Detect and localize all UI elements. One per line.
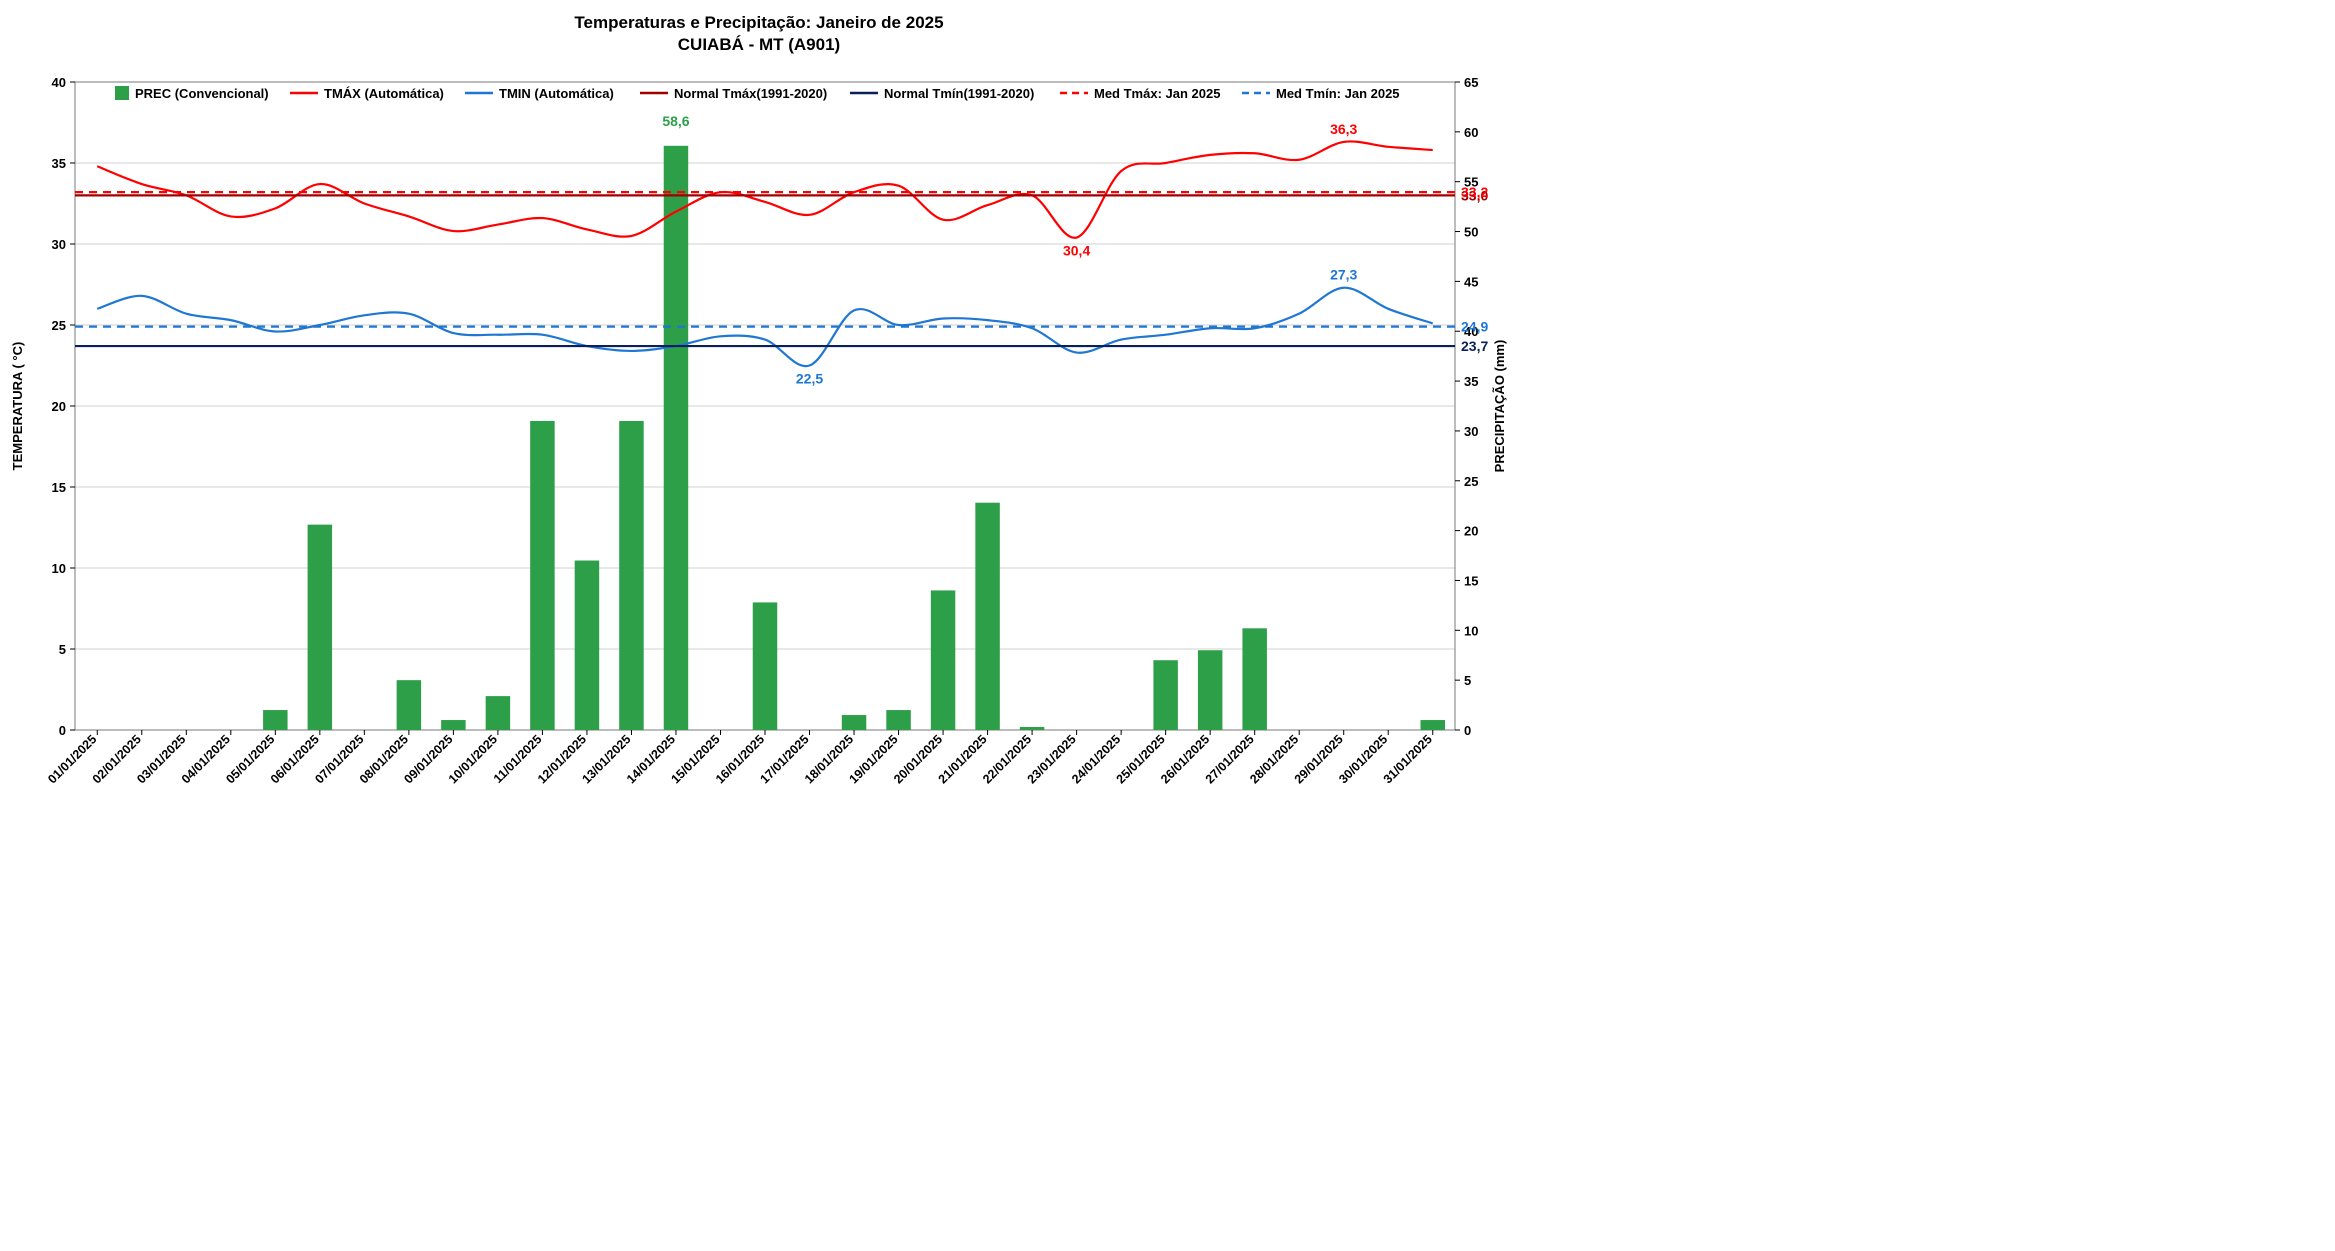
svg-text:Normal Tmáx(1991-2020): Normal Tmáx(1991-2020) bbox=[674, 86, 827, 101]
svg-text:65: 65 bbox=[1464, 75, 1478, 90]
svg-text:25: 25 bbox=[52, 318, 66, 333]
chart-svg: Temperaturas e Precipitação: Janeiro de … bbox=[0, 0, 1518, 795]
svg-text:10: 10 bbox=[52, 561, 66, 576]
chart-title-1: Temperaturas e Precipitação: Janeiro de … bbox=[574, 13, 943, 32]
svg-text:30: 30 bbox=[52, 237, 66, 252]
y-right-label: PRECIPITAÇÃO (mm) bbox=[1492, 340, 1507, 473]
x-ticks: 01/01/202502/01/202503/01/202504/01/2025… bbox=[45, 730, 1435, 786]
svg-text:Normal Tmín(1991-2020): Normal Tmín(1991-2020) bbox=[884, 86, 1034, 101]
svg-text:30: 30 bbox=[1464, 424, 1478, 439]
svg-text:Med Tmín: Jan 2025: Med Tmín: Jan 2025 bbox=[1276, 86, 1400, 101]
svg-text:50: 50 bbox=[1464, 225, 1478, 240]
legend: PREC (Convencional) TMÁX (Automática) TMIN… bbox=[115, 86, 1400, 101]
annotation-3: 22,5 bbox=[796, 371, 823, 387]
svg-text:15: 15 bbox=[52, 480, 66, 495]
bars-prec bbox=[263, 146, 1445, 730]
svg-text:0: 0 bbox=[1464, 723, 1471, 738]
y-right-ticks: 05101520253035404550556065 bbox=[1455, 75, 1478, 738]
line-tmax bbox=[97, 141, 1432, 237]
svg-text:0: 0 bbox=[59, 723, 66, 738]
svg-text:45: 45 bbox=[1464, 274, 1478, 289]
svg-text:25: 25 bbox=[1464, 474, 1478, 489]
svg-text:40: 40 bbox=[52, 75, 66, 90]
line-med-tmax-label: 33,2 bbox=[1461, 184, 1488, 200]
chart-container: Temperaturas e Precipitação: Janeiro de … bbox=[0, 0, 1518, 795]
svg-text:5: 5 bbox=[59, 642, 66, 657]
svg-text:PREC (Convencional): PREC (Convencional) bbox=[135, 86, 269, 101]
y-left-ticks: 0 5 10 15 20 25 30 35 40 bbox=[52, 75, 75, 738]
svg-text:10: 10 bbox=[1464, 623, 1478, 638]
annotation-4: 27,3 bbox=[1330, 267, 1357, 283]
svg-text:TMIN (Automática): TMIN (Automática) bbox=[499, 86, 614, 101]
svg-text:5: 5 bbox=[1464, 673, 1471, 688]
svg-text:15: 15 bbox=[1464, 573, 1478, 588]
svg-text:35: 35 bbox=[1464, 374, 1478, 389]
line-med-tmin-label: 24,9 bbox=[1461, 319, 1488, 335]
svg-text:31/01/2025: 31/01/2025 bbox=[1381, 732, 1435, 786]
svg-text:20: 20 bbox=[52, 399, 66, 414]
y-left-label: TEMPERATURA ( °C) bbox=[10, 342, 25, 471]
svg-text:60: 60 bbox=[1464, 125, 1478, 140]
chart-title-2: CUIABÁ - MT (A901) bbox=[678, 35, 840, 54]
line-normal-tmin-label: 23,7 bbox=[1461, 338, 1488, 354]
annotation-2: 36,3 bbox=[1330, 121, 1357, 137]
svg-text:35: 35 bbox=[52, 156, 66, 171]
annotation-0: 58,6 bbox=[662, 113, 689, 129]
svg-text:TMÁX (Automática): TMÁX (Automática) bbox=[324, 86, 444, 101]
svg-text:Med Tmáx: Jan 2025: Med Tmáx: Jan 2025 bbox=[1094, 86, 1220, 101]
svg-text:20: 20 bbox=[1464, 524, 1478, 539]
annotation-1: 30,4 bbox=[1063, 243, 1090, 259]
